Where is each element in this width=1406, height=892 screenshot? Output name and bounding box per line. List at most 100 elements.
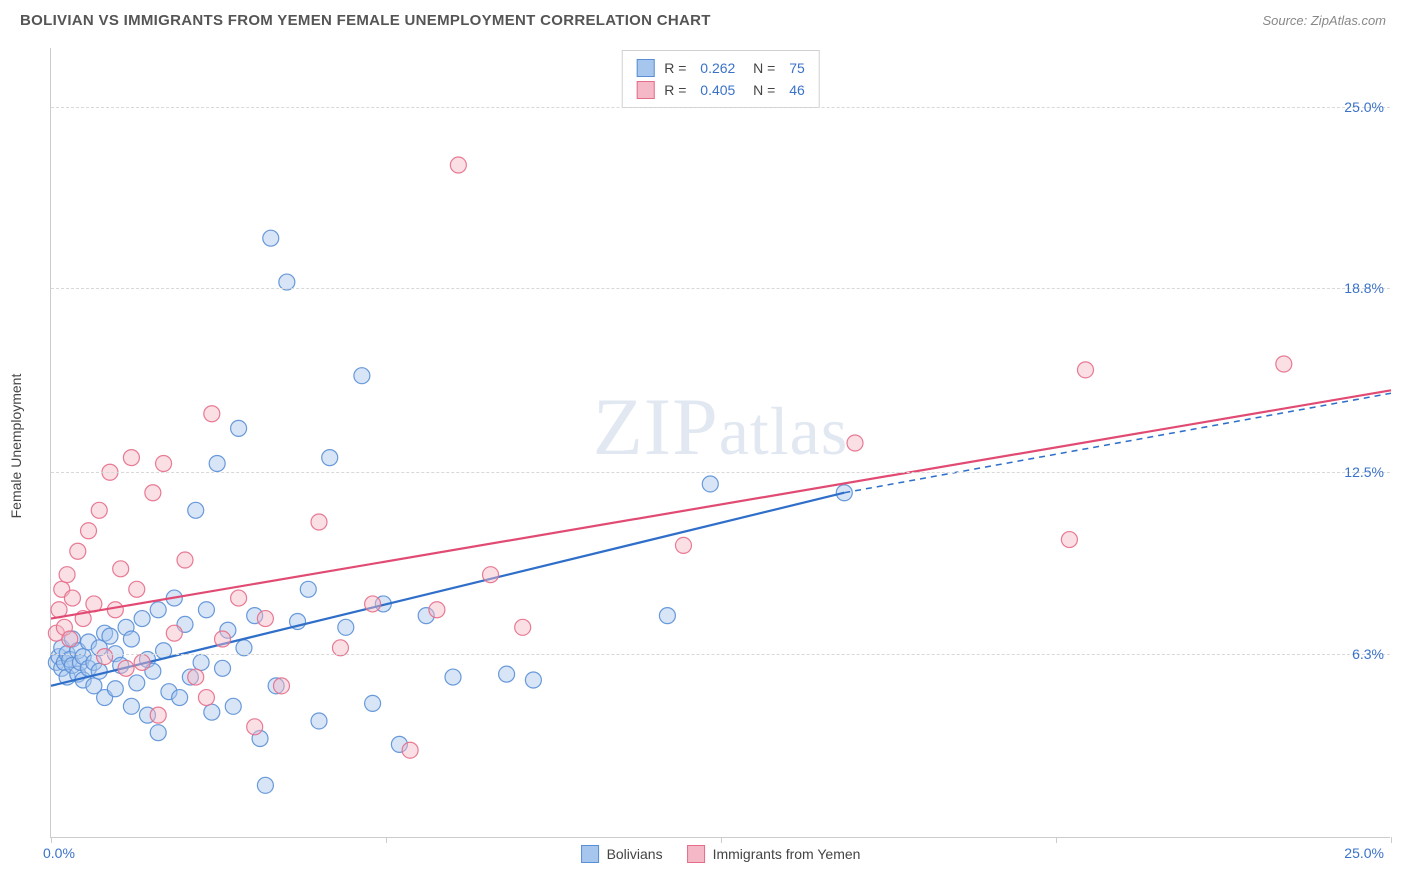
scatter-point	[354, 368, 370, 384]
legend-n-value: 46	[789, 82, 805, 98]
scatter-point	[188, 502, 204, 518]
scatter-point	[113, 561, 129, 577]
scatter-point	[59, 567, 75, 583]
scatter-point	[445, 669, 461, 685]
legend-series-label: Immigrants from Yemen	[713, 846, 861, 862]
x-tick-mark	[721, 837, 722, 843]
scatter-point	[515, 619, 531, 635]
scatter-point	[263, 230, 279, 246]
scatter-point	[91, 663, 107, 679]
scatter-point	[257, 611, 273, 627]
gridline	[51, 654, 1390, 655]
scatter-point	[225, 698, 241, 714]
legend-series-label: Bolivians	[607, 846, 663, 862]
gridline	[51, 472, 1390, 473]
x-tick-max: 25.0%	[1344, 845, 1384, 861]
scatter-point	[123, 631, 139, 647]
scatter-point	[231, 590, 247, 606]
scatter-point	[450, 157, 466, 173]
scatter-point	[172, 690, 188, 706]
scatter-point	[129, 581, 145, 597]
scatter-point	[123, 450, 139, 466]
scatter-point	[209, 455, 225, 471]
scatter-point	[659, 608, 675, 624]
scatter-point	[204, 704, 220, 720]
legend-n-value: 75	[789, 60, 805, 76]
y-tick-label: 6.3%	[1352, 646, 1384, 662]
x-tick-mark	[51, 837, 52, 843]
scatter-point	[97, 649, 113, 665]
x-tick-mark	[1391, 837, 1392, 843]
scatter-point	[311, 713, 327, 729]
scatter-point	[1276, 356, 1292, 372]
chart-title: BOLIVIAN VS IMMIGRANTS FROM YEMEN FEMALE…	[20, 12, 711, 29]
legend-swatch	[636, 59, 654, 77]
scatter-point	[123, 698, 139, 714]
legend-n-label: N =	[745, 82, 779, 98]
x-tick-min: 0.0%	[43, 845, 75, 861]
legend-series-item: Immigrants from Yemen	[687, 845, 861, 863]
y-axis-label: Female Unemployment	[8, 374, 24, 519]
scatter-point	[102, 628, 118, 644]
scatter-point	[107, 681, 123, 697]
scatter-point	[64, 590, 80, 606]
scatter-point	[193, 654, 209, 670]
scatter-point	[204, 406, 220, 422]
scatter-point	[402, 742, 418, 758]
chart-plot-area: ZIPatlas R = 0.262 N = 75R = 0.405 N = 4…	[50, 48, 1390, 838]
legend-swatch	[687, 845, 705, 863]
scatter-point	[62, 631, 78, 647]
scatter-point	[1077, 362, 1093, 378]
scatter-point	[145, 485, 161, 501]
y-tick-label: 18.8%	[1344, 280, 1384, 296]
legend-series-item: Bolivians	[581, 845, 663, 863]
legend-r-label: R =	[664, 82, 690, 98]
scatter-point	[107, 602, 123, 618]
scatter-point	[247, 719, 263, 735]
legend-swatch	[581, 845, 599, 863]
scatter-point	[675, 537, 691, 553]
gridline	[51, 288, 1390, 289]
scatter-point	[156, 455, 172, 471]
scatter-point	[198, 690, 214, 706]
scatter-point	[129, 675, 145, 691]
gridline	[51, 107, 1390, 108]
trend-line-ext	[844, 393, 1391, 492]
scatter-point	[338, 619, 354, 635]
y-tick-label: 25.0%	[1344, 99, 1384, 115]
scatter-point	[198, 602, 214, 618]
legend-r-value: 0.405	[700, 82, 735, 98]
scatter-point	[118, 660, 134, 676]
legend-n-label: N =	[745, 60, 779, 76]
scatter-point	[311, 514, 327, 530]
scatter-point	[91, 502, 107, 518]
trend-line	[51, 390, 1391, 618]
scatter-point	[150, 725, 166, 741]
scatter-point	[365, 695, 381, 711]
scatter-point	[134, 611, 150, 627]
scatter-point	[525, 672, 541, 688]
legend-swatch	[636, 81, 654, 99]
trend-line	[51, 493, 844, 686]
scatter-point	[483, 567, 499, 583]
legend-r-value: 0.262	[700, 60, 735, 76]
scatter-point	[231, 420, 247, 436]
scatter-point	[81, 523, 97, 539]
y-tick-label: 12.5%	[1344, 464, 1384, 480]
x-tick-mark	[386, 837, 387, 843]
scatter-point	[322, 450, 338, 466]
scatter-point	[150, 602, 166, 618]
scatter-point	[257, 777, 273, 793]
scatter-svg	[51, 48, 1390, 837]
scatter-point	[365, 596, 381, 612]
scatter-point	[1061, 532, 1077, 548]
scatter-point	[70, 543, 86, 559]
chart-source: Source: ZipAtlas.com	[1262, 13, 1386, 28]
scatter-point	[188, 669, 204, 685]
chart-header: BOLIVIAN VS IMMIGRANTS FROM YEMEN FEMALE…	[0, 0, 1406, 37]
legend-correlation: R = 0.262 N = 75R = 0.405 N = 46	[621, 50, 820, 108]
scatter-point	[273, 678, 289, 694]
scatter-point	[702, 476, 718, 492]
x-tick-mark	[1056, 837, 1057, 843]
scatter-point	[429, 602, 445, 618]
